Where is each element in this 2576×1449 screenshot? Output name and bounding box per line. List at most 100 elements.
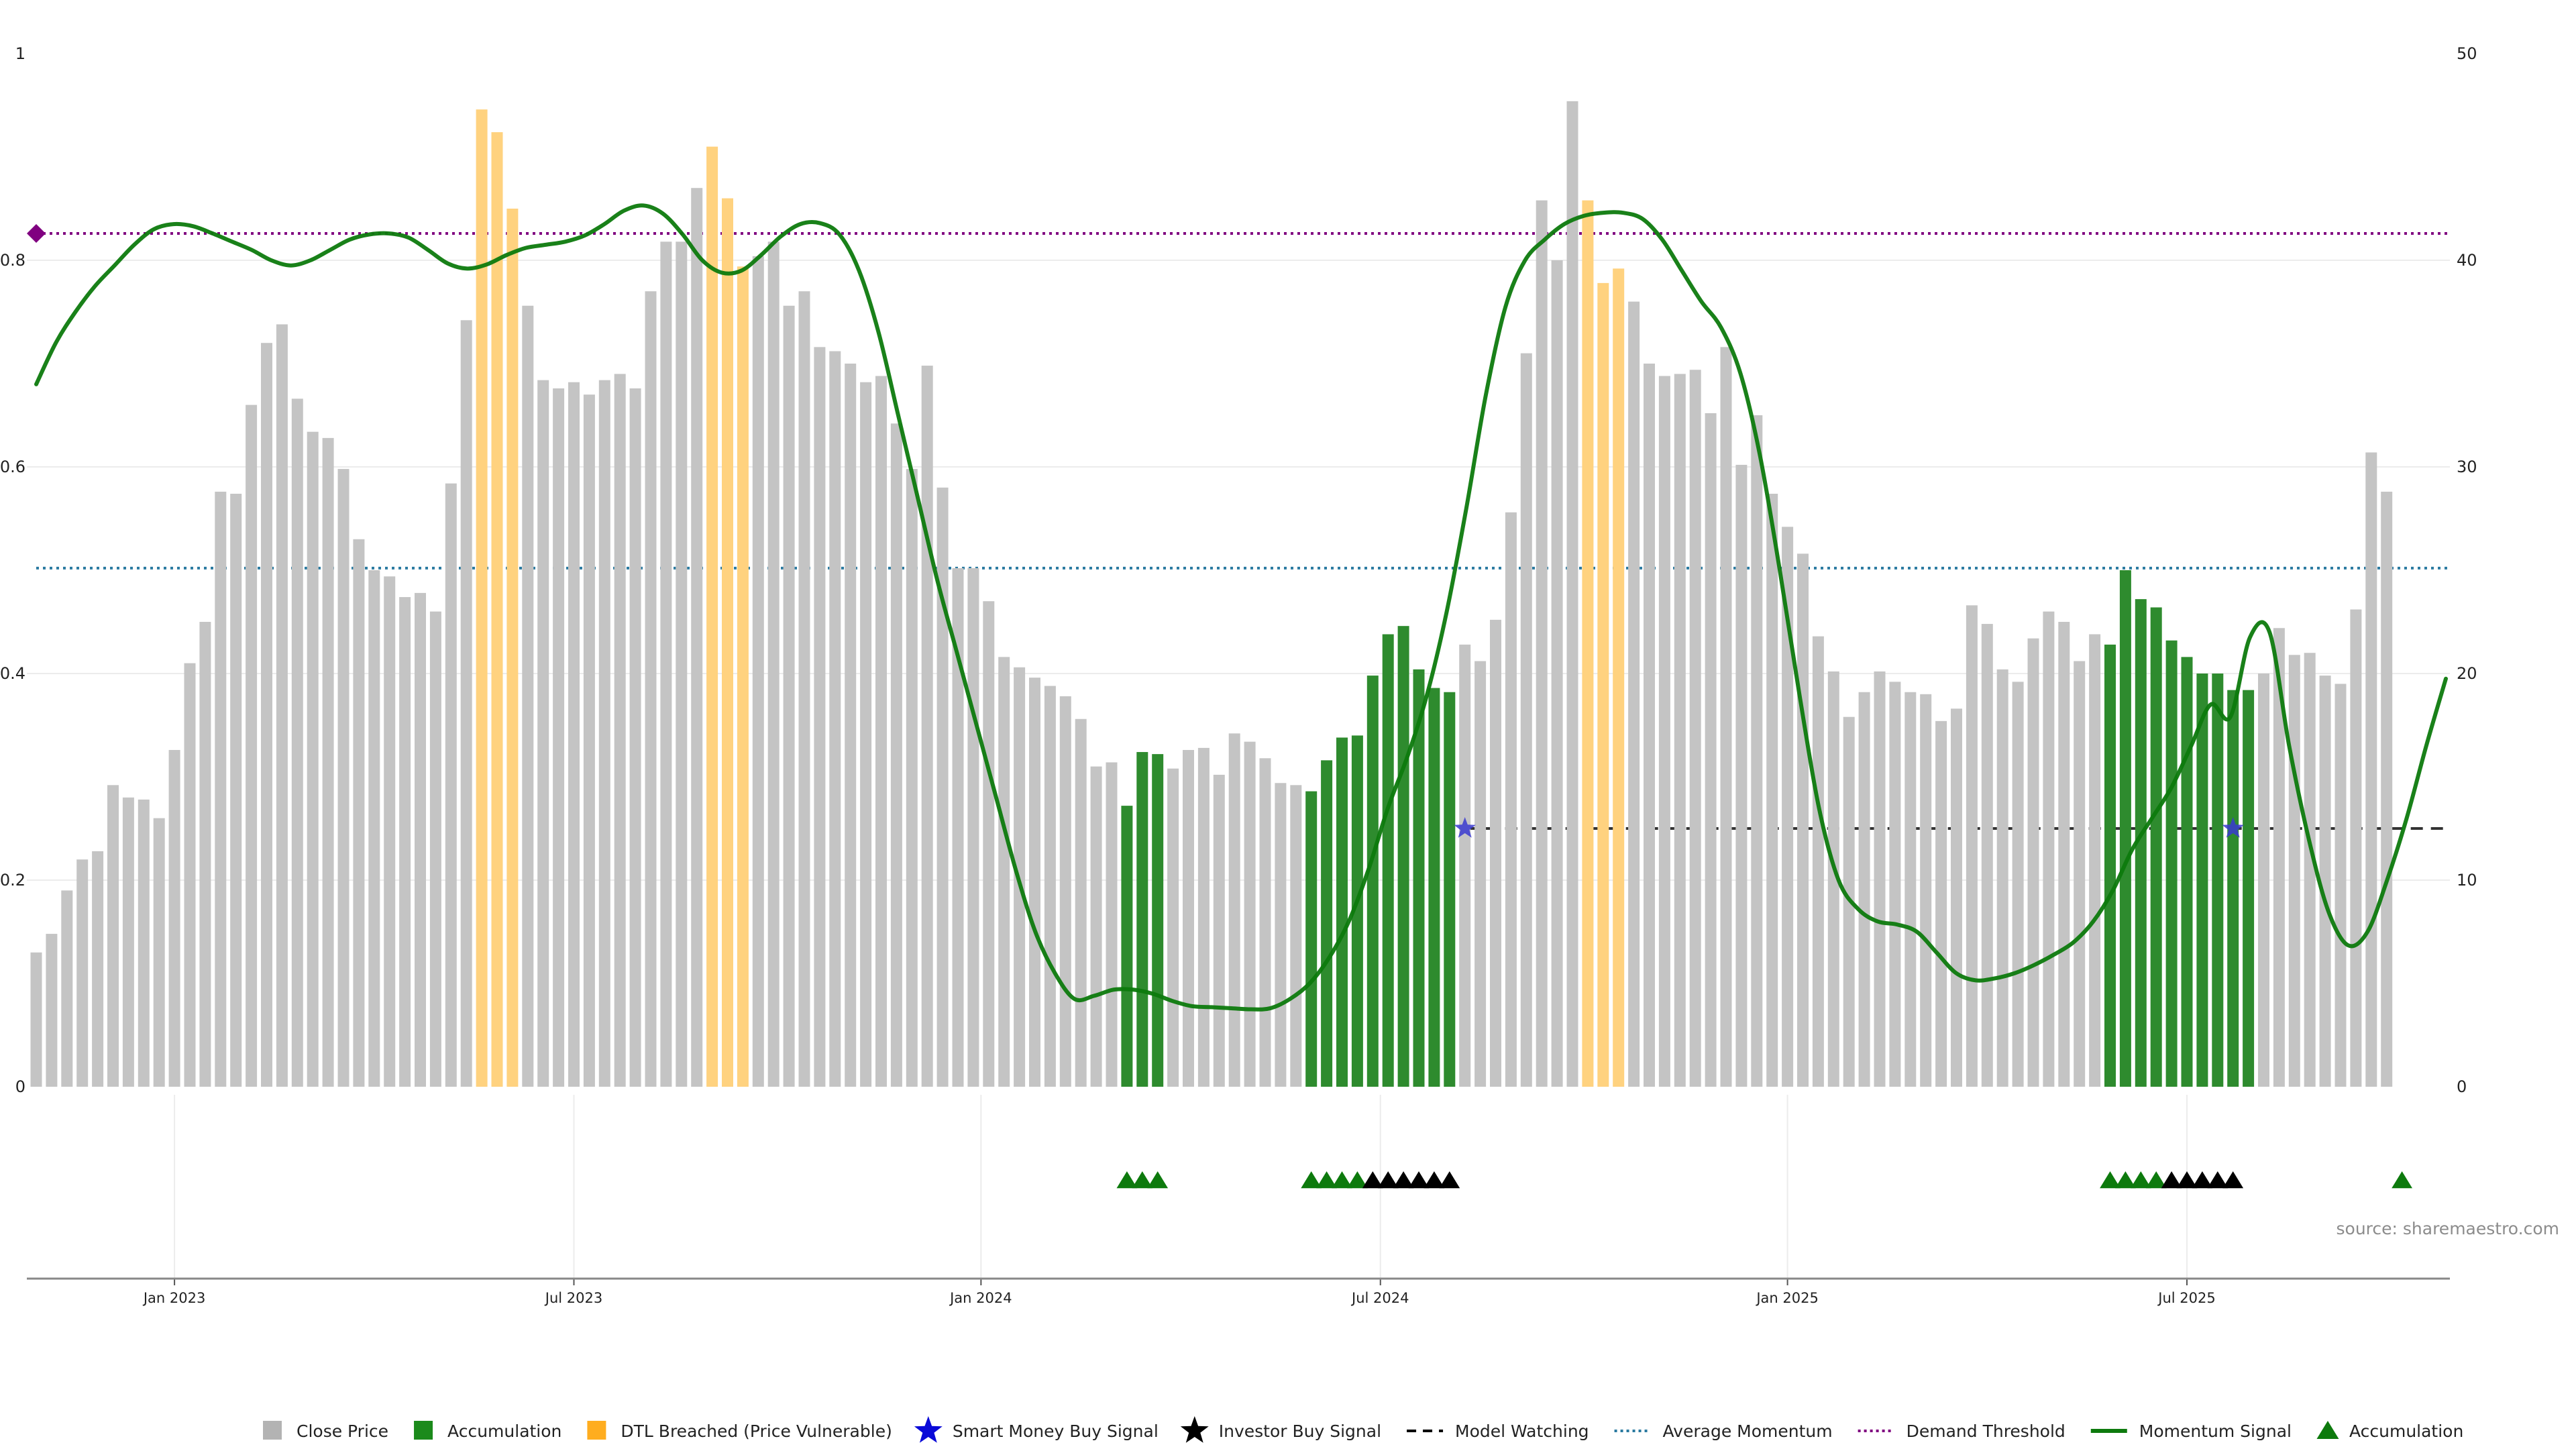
close-price-bar xyxy=(1197,747,1210,1087)
close-price-bar xyxy=(337,469,350,1087)
close-price-bar xyxy=(2058,622,2070,1087)
close-price-bar xyxy=(1490,619,1501,1087)
close-price-bar xyxy=(399,597,411,1087)
legend-label: Average Momentum xyxy=(1663,1421,1833,1441)
close-price-bar xyxy=(2258,674,2269,1087)
legend-swatch xyxy=(263,1421,282,1440)
close-price-bar xyxy=(276,324,288,1087)
close-price-bar xyxy=(61,890,73,1087)
close-price-bar xyxy=(1827,671,1839,1087)
legend-swatch xyxy=(414,1421,433,1440)
accumulation-triangle xyxy=(1132,1171,1153,1189)
close-price-bar xyxy=(246,405,258,1087)
demand-threshold-diamond xyxy=(27,223,46,243)
investor-buy-triangle xyxy=(1439,1171,1460,1189)
close-price-bar xyxy=(307,431,319,1087)
close-price-bar xyxy=(460,320,472,1087)
dtl-breached-bar xyxy=(1597,282,1609,1087)
close-price-bar xyxy=(1183,749,1194,1087)
close-price-bar xyxy=(767,241,780,1087)
smart-money-buy-star xyxy=(2222,817,2244,838)
close-price-bar xyxy=(1029,678,1040,1087)
signal-markers xyxy=(1116,817,2412,1189)
legend-item: Accumulation xyxy=(2316,1421,2463,1441)
close-price-bar xyxy=(629,388,641,1087)
close-price-bar xyxy=(1628,301,1640,1087)
right-tick-label: 30 xyxy=(2457,458,2477,476)
close-price-bar xyxy=(814,347,826,1087)
close-price-bar xyxy=(1044,686,1056,1087)
price-bars xyxy=(30,101,2393,1087)
close-price-bar xyxy=(1812,636,1824,1087)
accumulation-triangle xyxy=(2392,1171,2412,1189)
close-price-bar xyxy=(1520,353,1532,1087)
legend-item: Smart Money Buy Signal xyxy=(914,1416,1159,1443)
close-price-bar xyxy=(1059,696,1071,1087)
legend-label: Close Price xyxy=(297,1421,388,1441)
close-price-bar xyxy=(1705,413,1717,1087)
accumulation-bar xyxy=(2150,607,2162,1087)
close-price-bar xyxy=(2288,655,2300,1087)
accumulation-bar xyxy=(2212,674,2224,1087)
close-price-bar xyxy=(261,343,272,1087)
source-label: source: sharemaestro.com xyxy=(2337,1219,2560,1238)
dtl-breached-bar xyxy=(1613,268,1625,1087)
close-price-bar xyxy=(1075,718,1087,1087)
close-price-bar xyxy=(2350,609,2362,1087)
investor-buy-triangle xyxy=(2192,1171,2213,1189)
accumulation-bar xyxy=(1444,692,1456,1087)
accumulation-bar xyxy=(1152,754,1164,1087)
legend-item: Accumulation xyxy=(414,1421,561,1441)
close-price-bar xyxy=(798,291,810,1087)
dtl-breached-bar xyxy=(491,132,503,1087)
close-price-bar xyxy=(1167,768,1179,1087)
close-price-bar xyxy=(522,305,534,1087)
date-tick-label: Jul 2024 xyxy=(1350,1290,1409,1306)
close-price-bar xyxy=(2043,611,2055,1087)
dtl-breached-bar xyxy=(722,198,733,1087)
dtl-breached-bar xyxy=(1582,200,1594,1087)
legend-item: Close Price xyxy=(263,1421,388,1441)
legend-swatch xyxy=(587,1421,606,1440)
accumulation-bar xyxy=(1136,752,1148,1087)
momentum-signal-line xyxy=(34,203,2448,1012)
accumulation-bar xyxy=(2181,657,2193,1087)
close-price-bar xyxy=(1505,512,1517,1087)
close-price-bar xyxy=(1782,527,1794,1087)
date-tick-label: Jul 2023 xyxy=(544,1290,602,1306)
close-price-bar xyxy=(1259,758,1271,1087)
accumulation-bar xyxy=(2165,640,2178,1087)
left-tick-label: 1 xyxy=(15,44,25,63)
close-price-bar xyxy=(1951,708,1962,1087)
close-price-bar xyxy=(1966,605,1978,1087)
close-price-bar xyxy=(322,437,334,1087)
dtl-breached-bar xyxy=(737,266,749,1087)
accumulation-bar xyxy=(1305,791,1318,1087)
accumulation-bar xyxy=(1336,737,1348,1087)
accumulation-bar xyxy=(1428,688,1440,1087)
accumulation-triangle xyxy=(2115,1171,2136,1189)
close-price-bar xyxy=(875,376,887,1087)
close-price-bar xyxy=(2334,684,2347,1087)
investor-buy-triangle xyxy=(2176,1171,2198,1189)
close-price-bar xyxy=(122,797,134,1087)
close-price-bar xyxy=(906,469,918,1087)
close-price-bar xyxy=(1474,661,1487,1087)
close-price-bar xyxy=(1981,624,1993,1087)
accumulation-bar xyxy=(1321,760,1333,1087)
accumulation-bar xyxy=(2243,690,2255,1087)
close-price-bar xyxy=(1874,671,1886,1087)
close-price-bar xyxy=(1290,785,1302,1087)
close-price-bar xyxy=(614,374,626,1087)
investor-buy-triangle xyxy=(2222,1171,2244,1189)
close-price-bar xyxy=(783,305,795,1087)
close-price-bar xyxy=(107,785,119,1087)
close-price-bar xyxy=(1904,692,1917,1087)
close-price-bar xyxy=(1689,370,1701,1087)
close-price-bar xyxy=(2089,634,2101,1087)
close-price-bar xyxy=(1658,376,1670,1087)
close-price-bar xyxy=(1858,692,1870,1087)
legend-item: Average Momentum xyxy=(1614,1421,1833,1441)
close-price-bar xyxy=(353,539,365,1087)
accumulation-bar xyxy=(2196,674,2208,1087)
